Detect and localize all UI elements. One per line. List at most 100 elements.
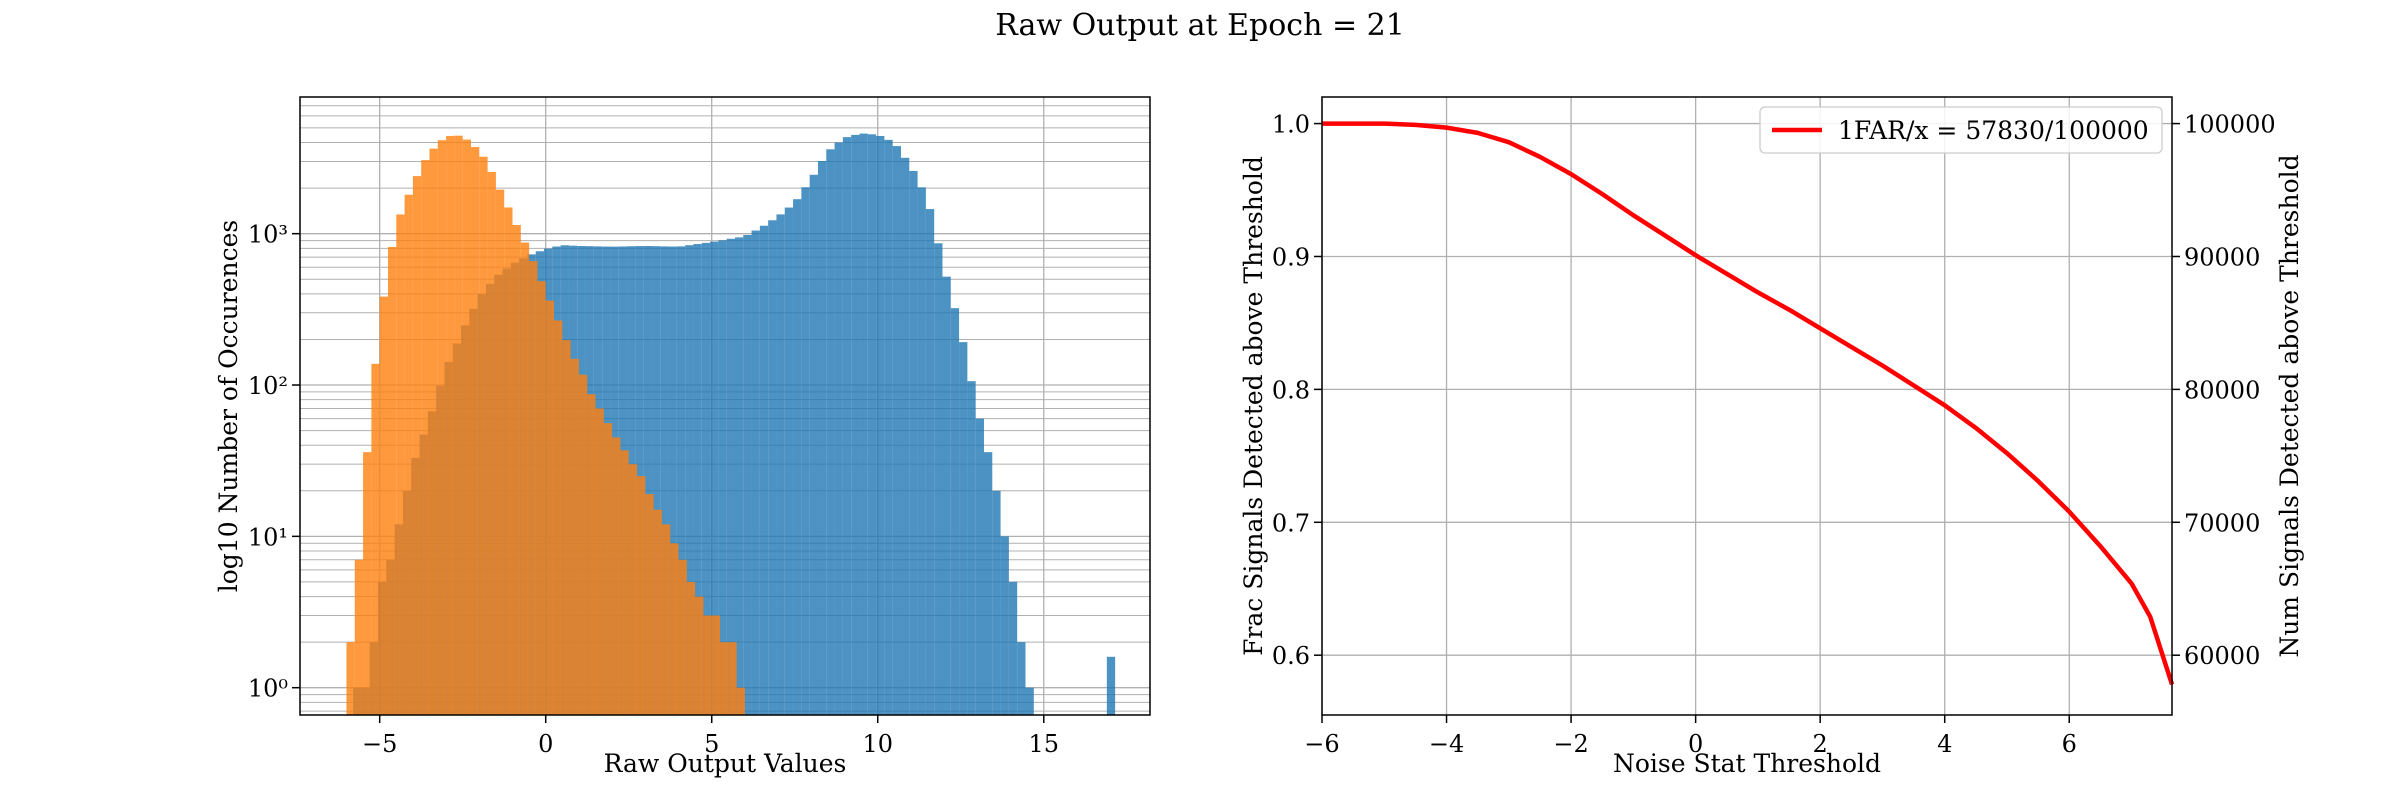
histogram-bar — [695, 596, 704, 715]
histogram-plot — [292, 96, 1151, 723]
histogram-bar — [842, 137, 852, 716]
histogram-bar — [942, 276, 951, 715]
histogram-bar — [462, 139, 471, 715]
histogram-bar — [545, 300, 555, 715]
histogram-series-noise — [346, 135, 745, 716]
detection-y2tick-label: 70000 — [2184, 509, 2260, 537]
histogram-bar — [487, 171, 496, 715]
histogram-bar — [826, 149, 835, 715]
histogram-bar — [437, 140, 447, 715]
histogram-bar — [653, 509, 662, 715]
histogram-bar — [734, 237, 744, 715]
histogram-bar — [643, 245, 652, 716]
detection-xlabel: Noise Stat Threshold — [1613, 749, 1881, 778]
histogram-bar — [587, 394, 596, 715]
histogram-bar — [950, 308, 960, 715]
detection-xtick-label: −4 — [1429, 730, 1464, 758]
histogram-bar — [529, 261, 538, 715]
histogram-bar — [454, 135, 463, 715]
detection-ytick-label: 0.7 — [1272, 509, 1310, 537]
detection-y2tick-label: 80000 — [2184, 376, 2260, 404]
histogram-bar — [867, 134, 877, 715]
histogram-bar — [429, 148, 438, 716]
histogram-bar — [718, 240, 727, 715]
legend-box — [1759, 106, 2163, 154]
histogram-bar — [817, 160, 827, 715]
detection-ytick-label: 0.6 — [1272, 642, 1310, 670]
detection-xtick-label: −6 — [1304, 730, 1339, 758]
histogram-bar — [720, 642, 729, 715]
histogram-bar — [711, 615, 721, 715]
histogram-bar — [1008, 581, 1018, 715]
histogram-ytick-label: 10⁰ — [248, 675, 288, 703]
histogram-bar — [900, 157, 910, 715]
histogram-bar — [554, 320, 563, 715]
histogram-bar — [726, 238, 735, 715]
histogram-bar — [479, 156, 488, 715]
histogram-bar — [676, 246, 686, 715]
detection-ytick-label: 0.9 — [1272, 243, 1310, 271]
histogram-bar — [570, 358, 579, 715]
histogram-bar — [793, 199, 802, 715]
histogram-bar — [710, 241, 719, 715]
histogram-bar — [651, 246, 661, 716]
histogram-bar — [537, 281, 546, 715]
detection-curve — [1322, 121, 2175, 686]
histogram-bar — [379, 296, 388, 715]
histogram-xtick-label: 15 — [1028, 730, 1059, 758]
detection-xtick-label: 2 — [1813, 730, 1828, 758]
histogram-bar — [834, 142, 843, 716]
histogram-bar — [620, 450, 629, 715]
histogram-bar — [628, 464, 638, 715]
detection-plot: 1FAR/x = 57830/100000 — [1314, 96, 2180, 723]
histogram-ytick-label: 10¹ — [248, 523, 288, 551]
histogram-bar — [917, 187, 926, 715]
histogram-bar — [1025, 687, 1034, 715]
histogram-bar — [470, 146, 480, 715]
histogram-bar — [776, 214, 785, 716]
histogram-bar — [595, 408, 604, 715]
detection-xtick-label: 4 — [1937, 730, 1952, 758]
histogram-bar — [504, 207, 513, 715]
histogram-bar — [975, 418, 984, 715]
histogram-bar — [768, 220, 777, 716]
histogram-bar — [967, 381, 976, 715]
histogram-bar — [421, 160, 430, 715]
detection-ylabel: Frac Signals Detected above Threshold — [1239, 156, 1268, 656]
histogram-bar — [578, 374, 588, 715]
histogram-bar — [759, 225, 769, 715]
histogram-bar — [562, 340, 571, 715]
histogram-bar — [495, 189, 505, 715]
histogram-bar — [1106, 656, 1116, 715]
histogram-xtick-label: 0 — [538, 730, 553, 758]
histogram-ylabel: log10 Number of Occurences — [214, 220, 243, 593]
histogram-bar — [686, 581, 696, 715]
histogram-bar — [396, 214, 405, 715]
histogram-bar — [404, 194, 413, 716]
histogram-bar — [668, 246, 677, 715]
histogram-bar — [701, 242, 711, 715]
histogram-bar — [446, 135, 455, 716]
histogram-bar — [703, 615, 712, 715]
histogram-bar — [1017, 642, 1026, 715]
histogram-bar — [736, 687, 745, 715]
histogram-bar — [520, 242, 530, 715]
histogram-bar — [645, 494, 654, 715]
histogram-bar — [801, 187, 810, 716]
detection-frame — [1321, 96, 2173, 716]
detection-y2tick-label: 100000 — [2184, 111, 2276, 139]
histogram-bar — [387, 246, 397, 715]
detection-ytick-label: 0.8 — [1272, 376, 1310, 404]
histogram-ytick-label: 10³ — [248, 221, 288, 249]
figure-title: Raw Output at Epoch = 21 — [995, 8, 1405, 43]
histogram-bar — [346, 642, 355, 715]
histogram-bar — [660, 246, 669, 715]
histogram-bar — [851, 134, 860, 716]
histogram-bar — [925, 209, 935, 715]
histogram-bar — [512, 225, 521, 715]
histogram-bar — [992, 490, 1001, 715]
histogram-bar — [934, 243, 943, 715]
histogram-bar — [892, 146, 901, 716]
histogram-bar — [751, 230, 760, 716]
